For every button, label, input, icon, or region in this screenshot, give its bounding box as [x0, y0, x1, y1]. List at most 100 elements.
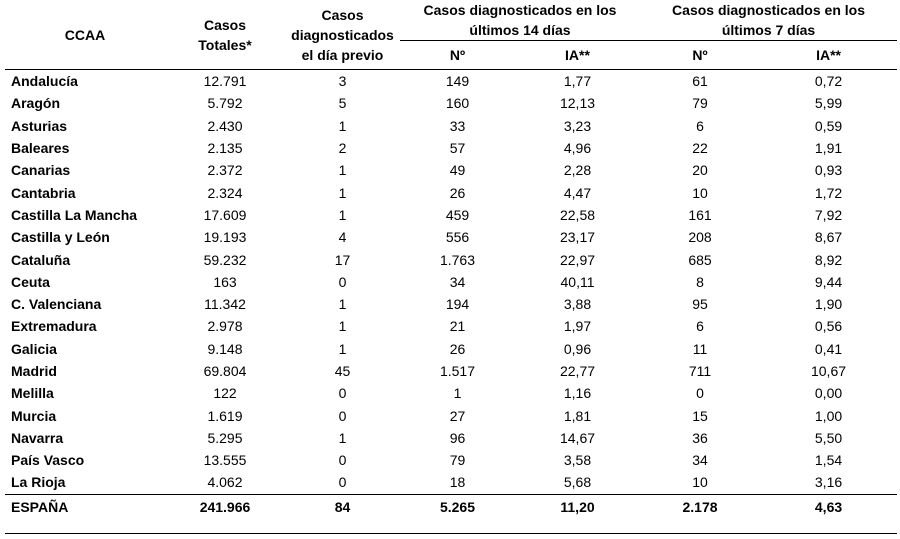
table-row: Madrid 69.804 45 1.517 22,77 711 10,67	[5, 360, 897, 382]
cell-ia-7-dias: 0,56	[814, 318, 843, 335]
table-row: Navarra 5.295 1 96 14,67 36 5,50	[5, 427, 897, 449]
cell-casos-totales: 2.430	[207, 117, 243, 134]
cell-n-7-dias: 34	[692, 452, 708, 469]
cell-ia-7-dias: 10,67	[810, 363, 847, 379]
cell-ia-7-dias: 8,92	[814, 251, 843, 268]
cases-table: CCAA Casos Totales* Casos diagnosticados…	[5, 0, 898, 519]
cell-n-14-dias: 79	[449, 452, 466, 469]
header-ia-7: IA**	[760, 40, 898, 70]
cell-ia-7-dias: 8,67	[814, 229, 843, 246]
cell-ia-7-dias: 1,00	[814, 407, 843, 424]
cell-ia-7-dias: 7,92	[814, 206, 843, 223]
cell-casos-dia-previo: 3	[338, 73, 347, 90]
cell-region: Galicia	[11, 340, 57, 357]
cell-n-7-dias: 20	[692, 162, 708, 179]
total-ia-14-dias: 11,20	[515, 493, 641, 519]
cell-ia-14-dias: 4,96	[563, 140, 592, 157]
cell-casos-dia-previo: 17	[334, 251, 351, 268]
cell-n-14-dias: 459	[445, 206, 470, 223]
cell-ia-7-dias: 1,91	[814, 140, 843, 157]
cell-n-7-dias: 208	[688, 229, 712, 246]
cell-casos-totales: 11.342	[204, 296, 246, 313]
cell-ia-14-dias: 23,17	[559, 229, 596, 246]
cell-ia-14-dias: 1,16	[563, 385, 592, 402]
cell-n-14-dias: 1.763	[439, 251, 476, 268]
header-casos-dia-previo: Casos diagnosticados el día previo	[285, 0, 400, 70]
table-row: Canarias 2.372 1 49 2,28 20 0,93	[5, 159, 897, 181]
cell-n-14-dias: 27	[449, 407, 466, 424]
cell-n-14-dias: 21	[449, 318, 466, 335]
cell-n-7-dias: 79	[692, 95, 708, 112]
header-group-14-dias: Casos diagnosticados en los últimos 14 d…	[400, 0, 641, 41]
cell-casos-totales: 69.804	[203, 363, 247, 379]
cell-region: Extremadura	[11, 318, 97, 335]
cell-casos-dia-previo: 1	[338, 117, 347, 134]
table-row: Cataluña 59.232 17 1.763 22,97 685 8,92	[5, 248, 897, 270]
cell-casos-totales: 5.295	[207, 429, 243, 446]
cell-ia-7-dias: 5,50	[814, 429, 843, 446]
cell-casos-dia-previo: 45	[334, 363, 351, 379]
cell-n-7-dias: 0	[696, 385, 704, 402]
cell-n-7-dias: 6	[696, 318, 704, 335]
cell-ia-7-dias: 1,54	[814, 452, 843, 469]
cell-n-7-dias: 22	[692, 140, 708, 157]
cell-ia-14-dias: 4,47	[563, 184, 592, 201]
cell-region: Asturias	[11, 117, 68, 134]
cell-region: C. Valenciana	[11, 296, 102, 313]
cell-n-7-dias: 10	[692, 474, 708, 491]
cell-casos-dia-previo: 4	[338, 229, 347, 246]
cell-ia-7-dias: 5,99	[814, 95, 843, 112]
cell-region: Cataluña	[11, 251, 71, 268]
cell-region: Murcia	[11, 407, 57, 424]
cell-ia-14-dias: 3,88	[563, 296, 592, 313]
cell-ia-14-dias: 40,11	[560, 273, 595, 290]
cell-n-14-dias: 26	[449, 340, 466, 357]
cell-n-14-dias: 18	[449, 474, 466, 491]
cell-n-14-dias: 26	[449, 184, 466, 201]
cell-ia-14-dias: 0,96	[563, 340, 592, 357]
cell-region: Canarias	[11, 162, 71, 179]
cell-ia-14-dias: 5,68	[563, 474, 592, 491]
cell-region: Castilla y León	[11, 229, 110, 246]
cell-casos-dia-previo: 2	[338, 140, 347, 157]
cell-ia-14-dias: 3,58	[563, 452, 592, 469]
cell-n-14-dias: 1.517	[439, 363, 476, 379]
cell-ia-7-dias: 3,16	[814, 474, 843, 491]
cell-n-14-dias: 149	[445, 73, 470, 90]
cell-casos-totales: 2.324	[207, 184, 243, 201]
cell-casos-totales: 5.792	[207, 95, 243, 112]
cell-casos-dia-previo: 1	[338, 162, 347, 179]
table-row: Asturias 2.430 1 33 3,23 6 0,59	[5, 115, 897, 137]
table-row: Aragón 5.792 5 160 12,13 79 5,99	[5, 92, 897, 114]
cell-n-14-dias: 556	[445, 229, 470, 246]
cell-n-14-dias: 160	[445, 95, 470, 112]
cell-region: Navarra	[11, 429, 64, 446]
cell-ia-14-dias: 14,67	[559, 429, 596, 446]
cell-region: Castilla La Mancha	[11, 206, 138, 223]
cell-n-14-dias: 1	[453, 385, 462, 402]
header-n-7: Nº	[640, 40, 761, 70]
total-n-14-dias: 5.265	[400, 493, 515, 519]
cell-casos-dia-previo: 1	[338, 340, 347, 357]
cell-n-14-dias: 57	[449, 140, 466, 157]
cell-casos-totales: 12.791	[203, 73, 247, 90]
cell-ia-14-dias: 2,28	[563, 162, 592, 179]
cell-ia-7-dias: 0,59	[814, 117, 843, 134]
table-row: Cantabria 2.324 1 26 4,47 10 1,72	[5, 181, 897, 203]
cell-region: Ceuta	[11, 273, 50, 290]
cell-casos-totales: 4.062	[207, 474, 243, 491]
cell-casos-dia-previo: 1	[338, 206, 347, 223]
header-ccaa: CCAA	[5, 0, 165, 70]
cell-ia-14-dias: 22,97	[559, 251, 596, 268]
cell-region: Baleares	[11, 140, 70, 157]
cell-casos-dia-previo: 1	[338, 318, 347, 335]
table-row: Castilla y León 19.193 4 556 23,17 208 8,67	[5, 226, 897, 248]
cell-casos-totales: 2.372	[207, 162, 243, 179]
cell-ia-14-dias: 3,23	[563, 117, 592, 134]
cell-n-14-dias: 194	[445, 296, 470, 313]
table-row: Baleares 2.135 2 57 4,96 22 1,91	[5, 137, 897, 159]
cell-casos-totales: 17.609	[203, 206, 247, 223]
cell-n-7-dias: 685	[688, 251, 712, 268]
table-row: C. Valenciana 11.342 1 194 3,88 95 1,90	[5, 293, 897, 315]
cell-region: Aragón	[11, 95, 60, 112]
